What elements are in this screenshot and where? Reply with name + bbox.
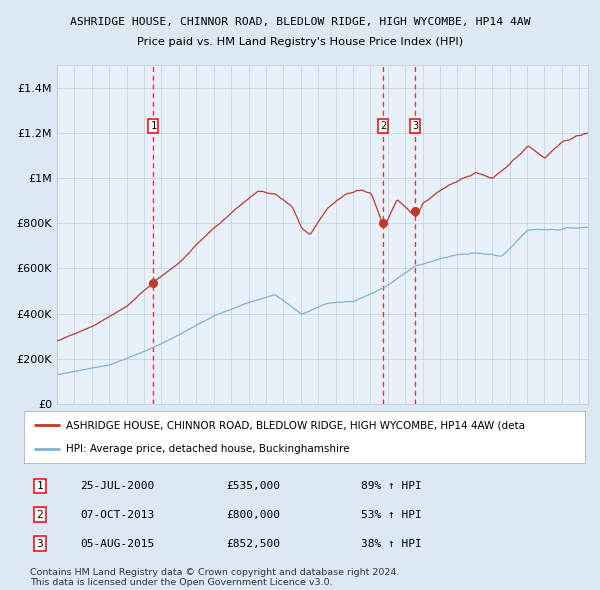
Text: 3: 3 <box>412 121 418 131</box>
Text: ASHRIDGE HOUSE, CHINNOR ROAD, BLEDLOW RIDGE, HIGH WYCOMBE, HP14 4AW: ASHRIDGE HOUSE, CHINNOR ROAD, BLEDLOW RI… <box>70 17 530 27</box>
Text: 2: 2 <box>37 510 43 520</box>
Text: ASHRIDGE HOUSE, CHINNOR ROAD, BLEDLOW RIDGE, HIGH WYCOMBE, HP14 4AW (deta: ASHRIDGE HOUSE, CHINNOR ROAD, BLEDLOW RI… <box>66 420 525 430</box>
Text: 3: 3 <box>37 539 43 549</box>
Text: Price paid vs. HM Land Registry's House Price Index (HPI): Price paid vs. HM Land Registry's House … <box>137 37 463 47</box>
Text: 2: 2 <box>380 121 386 131</box>
Text: 05-AUG-2015: 05-AUG-2015 <box>80 539 154 549</box>
Text: 1: 1 <box>37 481 43 491</box>
Text: 53% ↑ HPI: 53% ↑ HPI <box>361 510 421 520</box>
Text: £852,500: £852,500 <box>226 539 280 549</box>
Text: £800,000: £800,000 <box>226 510 280 520</box>
Text: Contains HM Land Registry data © Crown copyright and database right 2024.: Contains HM Land Registry data © Crown c… <box>30 568 400 576</box>
Text: This data is licensed under the Open Government Licence v3.0.: This data is licensed under the Open Gov… <box>30 578 332 587</box>
Text: £535,000: £535,000 <box>226 481 280 491</box>
Text: 1: 1 <box>151 121 157 131</box>
Text: HPI: Average price, detached house, Buckinghamshire: HPI: Average price, detached house, Buck… <box>66 444 350 454</box>
Text: 07-OCT-2013: 07-OCT-2013 <box>80 510 154 520</box>
Text: 25-JUL-2000: 25-JUL-2000 <box>80 481 154 491</box>
Text: 89% ↑ HPI: 89% ↑ HPI <box>361 481 421 491</box>
Text: 38% ↑ HPI: 38% ↑ HPI <box>361 539 421 549</box>
